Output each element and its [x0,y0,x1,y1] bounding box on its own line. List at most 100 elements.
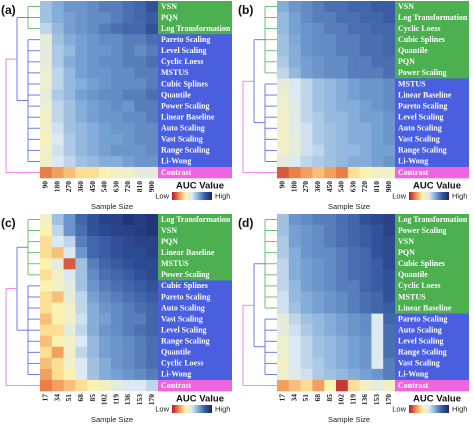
heatmap-cell [63,368,76,381]
column-label: 180 [52,181,61,193]
heatmap-cell [277,1,290,13]
heatmap-cell [371,247,384,259]
heatmap-cell [110,155,123,168]
heatmap-cell [371,302,384,314]
row-label: Range Scaling [161,337,210,346]
heatmap-cell [75,291,88,303]
heatmap-cell [359,280,372,292]
heatmap-cell [122,111,135,123]
heatmap-cell [75,258,88,270]
heatmap-cell [134,368,147,381]
heatmap-cell [110,225,123,237]
row-label-bg [395,111,469,123]
heatmap-cell [110,67,123,79]
heatmap-cell [336,100,349,112]
heatmap-cell [288,368,301,381]
heatmap-cell [359,368,372,381]
heatmap-cell [371,34,384,46]
heatmap-cell [110,247,123,259]
row-label: Level Scaling [398,337,444,346]
heatmap-cell [359,12,372,24]
heatmap-cell [75,67,88,79]
row-label: Cyclic Loess [398,281,440,290]
heatmap-cell [277,122,290,135]
row-label-bg [158,313,232,325]
heatmap-cell [146,34,159,46]
heatmap-cell [383,313,396,325]
x-axis-title: Sample Size [91,202,133,211]
heatmap-cell [110,379,123,392]
heatmap-cell [300,67,313,79]
heatmap-cell [122,56,135,68]
heatmap-cell [336,78,349,90]
heatmap-cell [324,144,337,157]
column-label: 810 [135,181,144,193]
heatmap-cell [87,214,100,226]
heatmap-cell [371,1,384,13]
heatmap-cell [51,247,64,259]
heatmap-cell [324,23,337,35]
heatmap-cell [300,280,313,292]
column-label: 136 [123,394,132,406]
heatmap-cell [359,258,372,270]
heatmap-cell [324,78,337,90]
heatmap-cell [75,34,88,46]
heatmap-cell [75,100,88,112]
row-label-bg [158,236,232,248]
row-label-bg [395,225,469,237]
heatmap-cell [40,1,53,13]
heatmap-cell [277,78,290,90]
heatmap-cell [312,34,325,46]
row-label-bg [395,155,469,168]
heatmap-cell [40,144,53,157]
colorbar-high: High [452,404,467,413]
heatmap-cell [146,67,159,79]
heatmap-cell [110,100,123,112]
heatmap-cell [63,225,76,237]
heatmap-cell [63,1,76,13]
heatmap-cell [99,45,112,57]
heatmap-cell [99,225,112,237]
heatmap-cell [347,280,360,292]
heatmap-cell [99,346,112,359]
heatmap-cell [146,302,159,314]
heatmap-cell [99,100,112,112]
heatmap-cell [75,225,88,237]
row-label: VSN [161,2,177,11]
row-label: Cyclic Loess [161,57,203,66]
column-label: 360 [76,181,85,193]
heatmap-cell [40,335,53,348]
row-label: Li-Wong [161,157,191,166]
heatmap-cell [300,34,313,46]
heatmap-cell [359,225,372,237]
heatmap-cell [312,111,325,123]
heatmap-cell [122,23,135,35]
heatmap-cell [300,45,313,57]
heatmap-cell [383,122,396,135]
heatmap-cell [359,34,372,46]
heatmap-cell [75,89,88,101]
heatmap-cell [359,100,372,112]
colorbar-title: AUC Value [176,394,224,405]
heatmap-cell [99,166,112,179]
heatmap-cell [134,34,147,46]
row-label: PQN [398,248,415,257]
heatmap-cell [347,247,360,259]
row-label-bg [158,324,232,336]
heatmap-cell [51,302,64,314]
heatmap-cell [75,12,88,24]
colorbar-low: Low [392,191,406,200]
heatmap-cell [51,56,64,68]
heatmap-cell [87,34,100,46]
heatmap-cell [63,335,76,348]
heatmap-cell [63,346,76,359]
heatmap-cell [336,122,349,135]
heatmap-cell [312,56,325,68]
heatmap-cell [87,236,100,248]
row-label: Linear Baseline [161,248,215,257]
row-label-bg [395,280,469,292]
heatmap-cell [75,379,88,392]
heatmap-cell [336,225,349,237]
heatmap-cell [288,280,301,292]
column-label: 102 [100,394,109,406]
